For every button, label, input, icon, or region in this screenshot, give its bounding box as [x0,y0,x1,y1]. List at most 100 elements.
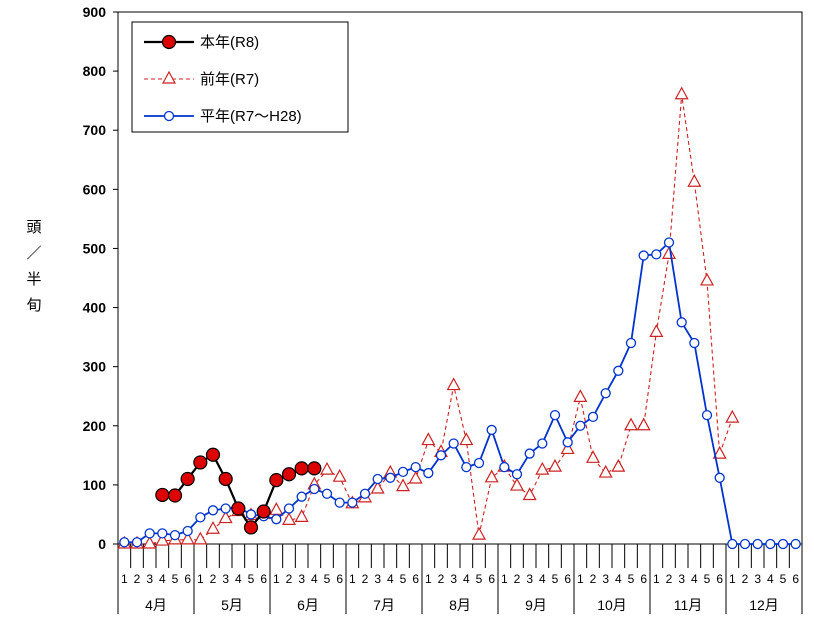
data-point [613,365,624,376]
data-point [182,525,193,537]
data-point [218,510,233,524]
month-label: 11月 [674,597,703,613]
pentad-label: 4 [159,572,166,586]
y-label-char: 半 [26,271,41,288]
pentad-label: 2 [742,572,749,586]
month-label: 7月 [373,597,395,613]
pentad-label: 6 [336,572,343,586]
pentad-label: 2 [362,572,369,586]
series-line [124,240,796,545]
series-1 [117,86,740,549]
data-point [638,250,649,261]
data-point [334,497,345,508]
y-tick-label: 700 [83,122,107,138]
pentad-label: 5 [704,572,711,586]
data-point [687,173,702,187]
month-label: 4月 [145,597,167,613]
data-point [321,488,333,499]
data-point [281,512,297,525]
data-point [167,488,183,503]
data-point [395,478,411,492]
pentad-label: 5 [324,572,331,586]
y-tick-label: 300 [83,359,107,375]
data-point [231,501,246,516]
data-point [370,480,385,494]
data-point [712,445,727,459]
data-point [309,483,320,495]
y-tick-label: 900 [83,4,107,20]
data-point [471,526,487,540]
pentad-label: 5 [248,572,255,586]
data-point [218,471,233,487]
data-point [408,470,423,484]
data-point [689,337,700,349]
month-label: 8月 [449,597,471,613]
data-point [372,473,383,485]
pentad-label: 5 [172,572,179,586]
data-point [549,409,561,421]
data-point [701,409,713,421]
data-point [623,417,639,431]
pentad-label: 5 [400,572,407,586]
pentad-label: 2 [134,572,141,586]
pentad-label: 3 [678,572,685,586]
y-axis: 0 100 200 300 400 500 600 700 800 900 [83,4,118,552]
data-point [739,538,751,550]
series-layer [117,86,801,550]
pentad-label: 1 [121,572,128,586]
pentad-label: 5 [780,572,787,586]
data-point [674,86,689,100]
data-point [359,488,371,499]
pentad-label: 6 [184,572,191,586]
pentad-label: 5 [628,572,635,586]
data-point [180,531,195,545]
data-point [319,461,335,475]
data-point [347,497,358,508]
data-point [397,466,409,478]
data-point [446,377,461,391]
y-label-char: 旬 [26,297,41,314]
data-point [155,487,170,503]
pentad-label: 2 [514,572,521,586]
data-point [243,520,259,535]
data-point [459,432,474,446]
y-axis-label: 頭 ／ 半旬 [26,219,41,314]
data-point [486,424,497,436]
data-point [448,438,459,449]
legend-marker [163,110,175,122]
y-tick-label: 100 [83,477,107,493]
data-point [676,317,687,328]
data-point [522,487,537,501]
legend: 本年(R8) 前年(R7) 平年(R7〜H28) [131,21,349,133]
data-point [461,462,472,473]
data-point [296,491,307,502]
data-point [271,514,282,525]
y-tick-label: 200 [83,418,107,434]
pentad-label: 2 [666,572,673,586]
data-point [193,531,208,545]
data-point [307,461,322,476]
pentad-label: 4 [539,572,546,586]
pentad-label: 3 [526,572,533,586]
pentad-label: 4 [311,572,318,586]
legend-label: 前年(R7) [200,71,259,88]
data-point [207,505,219,516]
data-point [499,462,510,473]
data-point [636,417,651,431]
pentad-label: 4 [691,572,698,586]
data-point [142,535,157,549]
data-point [611,458,626,472]
data-point [410,462,421,473]
data-point [435,450,447,461]
pentad-label: 5 [552,572,559,586]
legend-marker [161,70,177,84]
data-point [535,461,550,475]
data-point [332,468,347,482]
pentad-label: 6 [260,572,267,586]
data-point [281,467,297,482]
data-point [180,471,195,487]
data-point [537,438,548,449]
data-point [725,409,740,423]
